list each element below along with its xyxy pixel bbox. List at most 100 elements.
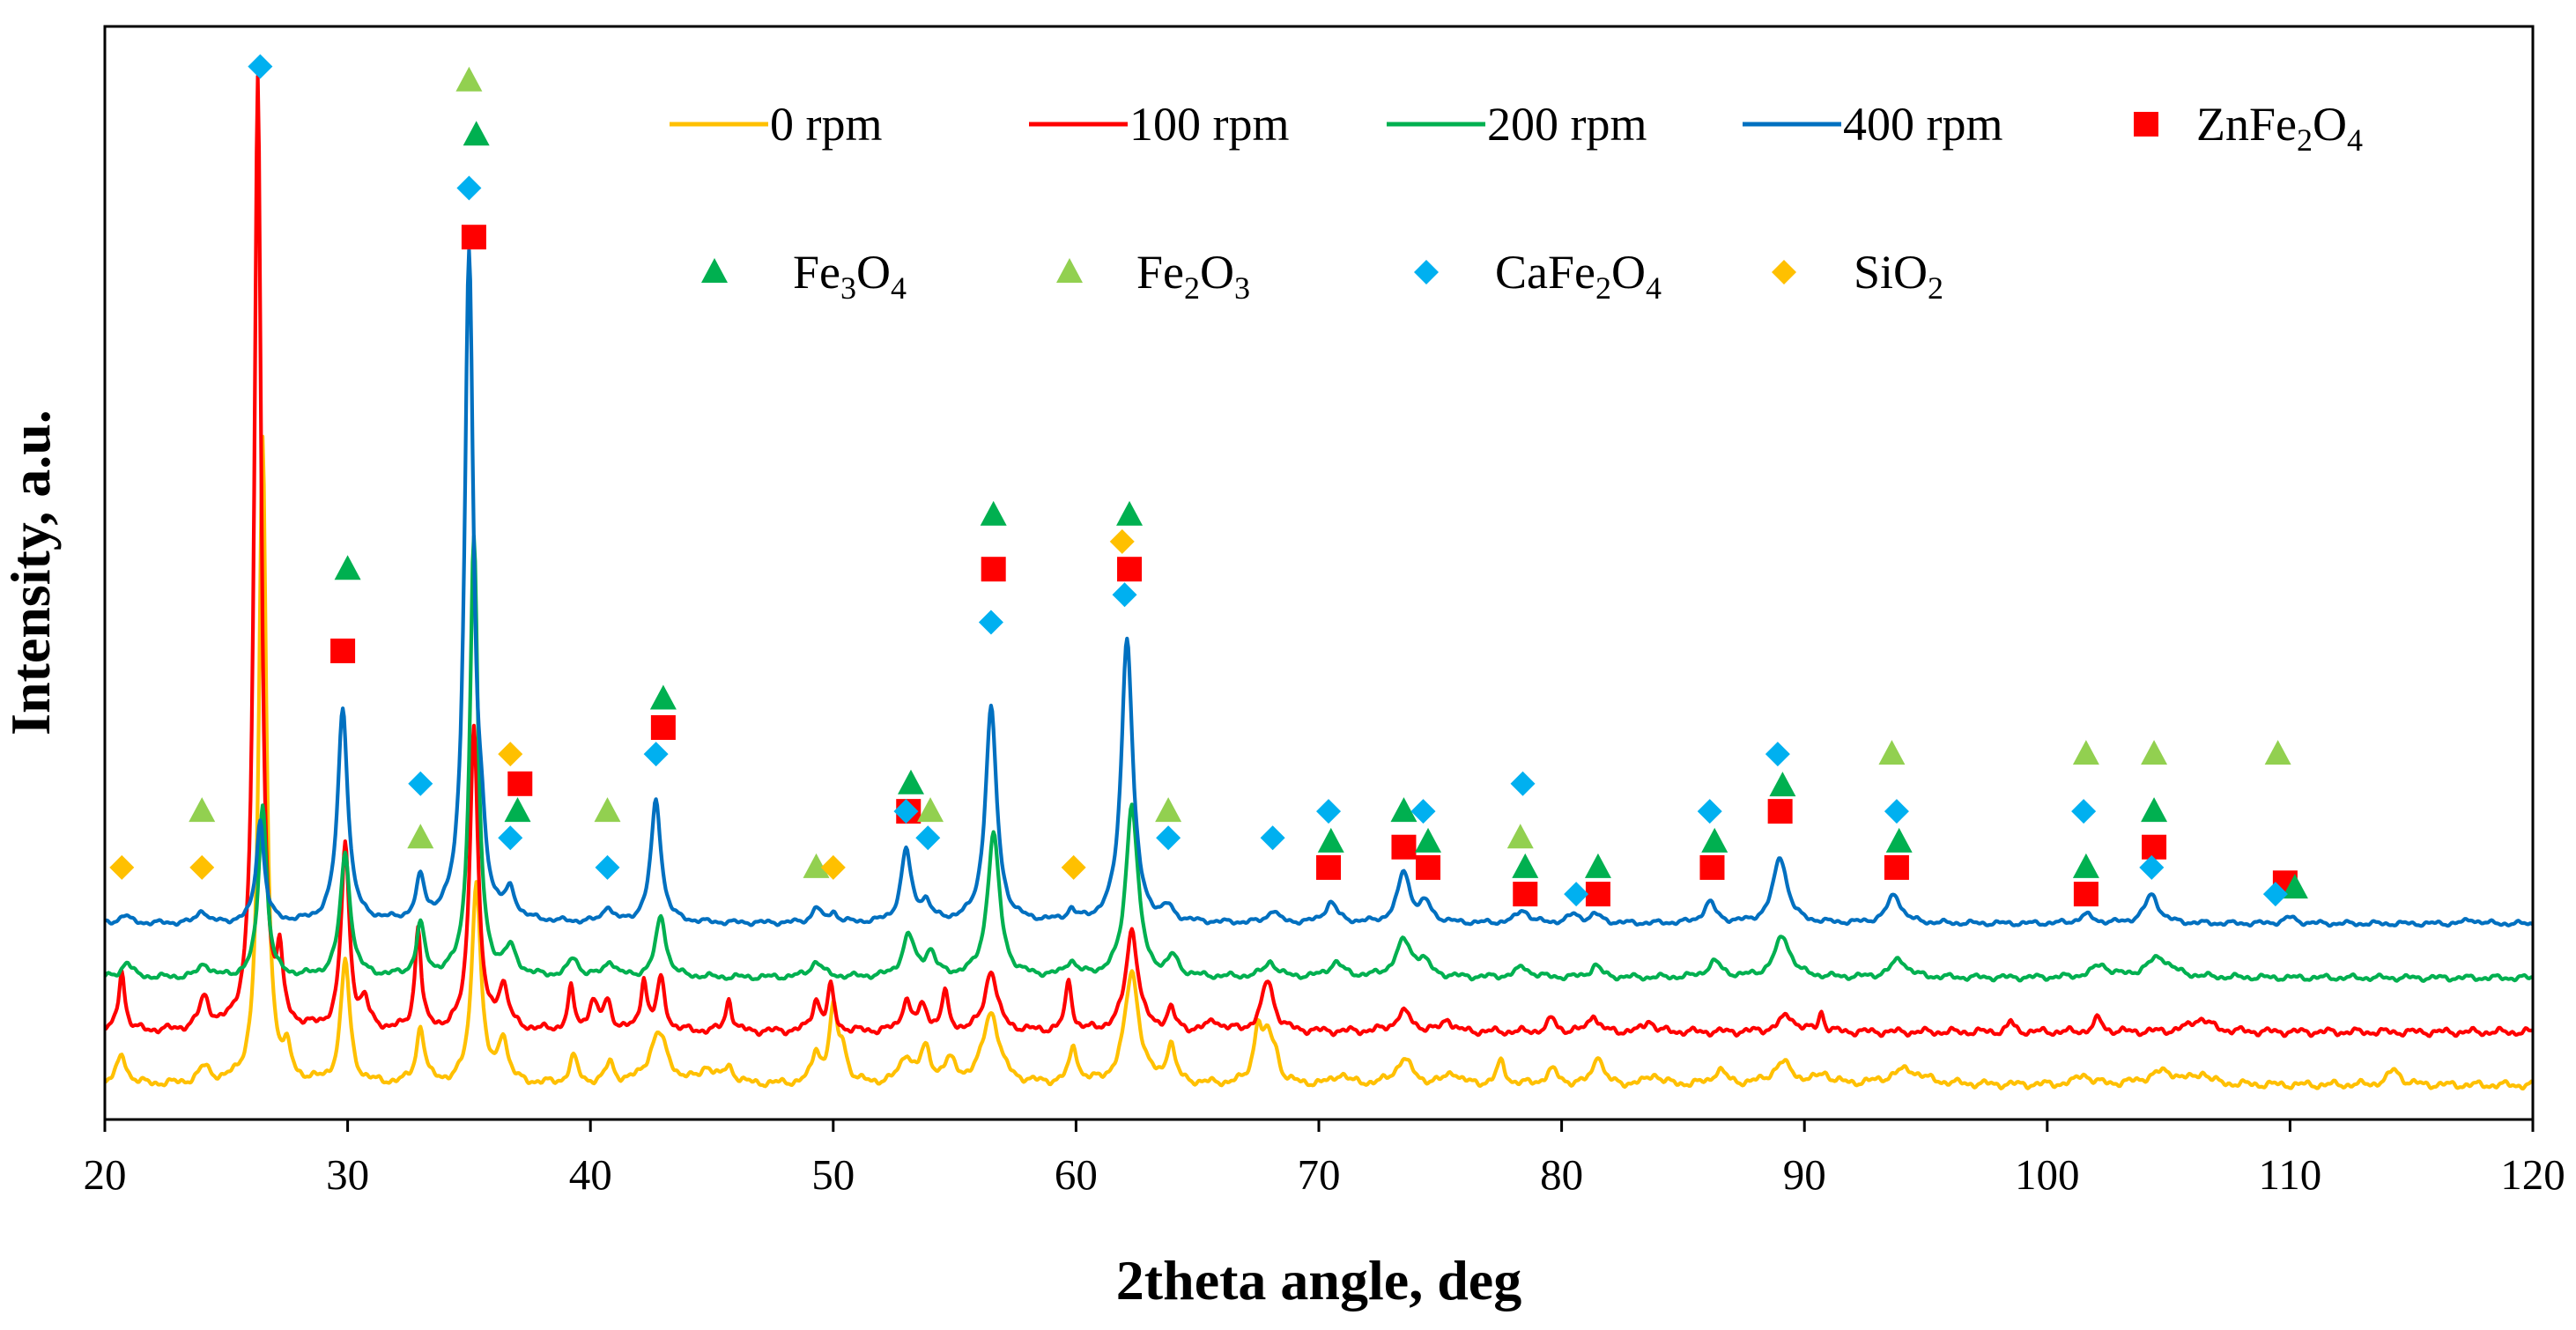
marker-Fe3O4 [1415, 827, 1442, 853]
marker-Fe2O3 [455, 66, 483, 92]
legend-swatch [2134, 112, 2158, 137]
legend-item-0-rpm: 0 rpm [670, 98, 883, 151]
marker-Fe3O4 [1584, 853, 1611, 878]
x-axis-title: 2theta angle, deg [1116, 1249, 1521, 1312]
legend-label: 0 rpm [770, 98, 883, 151]
marker-Fe3O4 [1317, 827, 1344, 853]
marker-Fe2O3 [1155, 797, 1182, 823]
x-tick-label: 60 [1055, 1150, 1098, 1199]
legend-item-Fe3O4: Fe3O4 [701, 246, 907, 306]
x-tick-label: 120 [2500, 1150, 2565, 1199]
marker-SiO2 [189, 854, 215, 880]
series-line-0-rpm [103, 434, 2534, 1091]
legend-swatch [1056, 258, 1083, 283]
marker-CaFe2O4 [1316, 799, 1342, 824]
marker-ZnFe2O4 [507, 771, 533, 796]
marker-Fe3O4 [897, 769, 924, 794]
x-tick-label: 70 [1298, 1150, 1341, 1199]
marker-ZnFe2O4 [650, 715, 676, 740]
marker-CaFe2O4 [456, 175, 482, 201]
marker-Fe2O3 [917, 797, 944, 823]
y-axis-title: Intensity, a.u. [0, 410, 62, 735]
marker-CaFe2O4 [1765, 742, 1790, 767]
marker-Fe3O4 [1701, 827, 1728, 853]
marker-ZnFe2O4 [2073, 882, 2099, 907]
marker-Fe3O4 [2072, 853, 2099, 878]
marker-layer [109, 54, 2308, 907]
x-tick-label: 50 [811, 1150, 855, 1199]
marker-ZnFe2O4 [461, 225, 486, 250]
legend-item-CaFe2O4: CaFe2O4 [1414, 246, 1662, 306]
marker-SiO2 [109, 854, 135, 880]
marker-CaFe2O4 [1564, 882, 1589, 907]
marker-SiO2 [1109, 528, 1135, 554]
marker-Fe3O4 [2141, 797, 2168, 823]
marker-Fe3O4 [980, 500, 1007, 526]
marker-CaFe2O4 [1410, 799, 1436, 824]
legend-swatch [1414, 260, 1439, 284]
marker-ZnFe2O4 [1585, 882, 1610, 907]
marker-ZnFe2O4 [1316, 854, 1342, 880]
legend-label: 100 rpm [1129, 98, 1290, 151]
marker-CaFe2O4 [978, 610, 1003, 635]
x-tick-label: 100 [2015, 1150, 2080, 1199]
x-tick-label: 110 [2259, 1150, 2322, 1199]
legend-item-400-rpm: 400 rpm [1743, 98, 2003, 151]
marker-Fe2O3 [2141, 740, 2168, 765]
marker-CaFe2O4 [1112, 582, 1137, 608]
legend-item-200-rpm: 200 rpm [1387, 98, 1647, 151]
marker-ZnFe2O4 [1391, 834, 1417, 860]
legend-label: Fe3O4 [793, 246, 907, 306]
legend-label: 400 rpm [1843, 98, 2003, 151]
marker-CaFe2O4 [408, 771, 433, 796]
legend-label: CaFe2O4 [1495, 246, 1662, 306]
marker-ZnFe2O4 [1884, 854, 1909, 880]
legend-label: SiO2 [1854, 246, 1943, 306]
marker-Fe3O4 [334, 555, 361, 580]
marker-ZnFe2O4 [1699, 854, 1725, 880]
x-tick-label: 40 [569, 1150, 612, 1199]
marker-ZnFe2O4 [981, 557, 1006, 582]
marker-Fe2O3 [1878, 740, 1906, 765]
marker-CaFe2O4 [1260, 825, 1285, 851]
series-line-400-rpm [104, 248, 2535, 928]
marker-Fe2O3 [189, 797, 216, 823]
marker-Fe3O4 [463, 121, 490, 146]
marker-CaFe2O4 [2262, 882, 2288, 907]
marker-Fe2O3 [2072, 740, 2099, 765]
marker-CaFe2O4 [893, 799, 919, 824]
marker-CaFe2O4 [1697, 799, 1722, 824]
marker-Fe2O3 [803, 853, 830, 878]
marker-Fe3O4 [1885, 827, 1913, 853]
marker-CaFe2O4 [2139, 854, 2165, 880]
x-tick-label: 90 [1783, 1150, 1826, 1199]
marker-Fe3O4 [2281, 874, 2308, 899]
series-line-200-rpm [103, 534, 2534, 983]
legend-swatch [701, 258, 728, 283]
marker-SiO2 [820, 854, 846, 880]
legend-label: 200 rpm [1487, 98, 1647, 151]
legend-item-ZnFe2O4: ZnFe2O4 [2134, 98, 2363, 158]
marker-Fe3O4 [1512, 853, 1539, 878]
legend-swatch [1772, 260, 1796, 284]
marker-Fe2O3 [594, 797, 621, 823]
marker-Fe3O4 [1390, 797, 1418, 823]
marker-ZnFe2O4 [2142, 834, 2167, 860]
marker-ZnFe2O4 [330, 639, 356, 663]
marker-Fe3O4 [649, 684, 677, 710]
series-line-100-rpm [103, 74, 2534, 1038]
marker-CaFe2O4 [2071, 799, 2097, 824]
marker-CaFe2O4 [643, 742, 669, 767]
legend-item-Fe2O3: Fe2O3 [1056, 246, 1250, 306]
series-layer [103, 74, 2535, 1091]
marker-SiO2 [1061, 854, 1086, 880]
legend-label: ZnFe2O4 [2196, 98, 2363, 158]
marker-CaFe2O4 [595, 854, 620, 880]
marker-CaFe2O4 [1884, 799, 1909, 824]
marker-Fe2O3 [1506, 824, 1534, 849]
marker-CaFe2O4 [915, 825, 941, 851]
legend-item-SiO2: SiO2 [1772, 246, 1943, 306]
marker-Fe3O4 [504, 797, 531, 823]
